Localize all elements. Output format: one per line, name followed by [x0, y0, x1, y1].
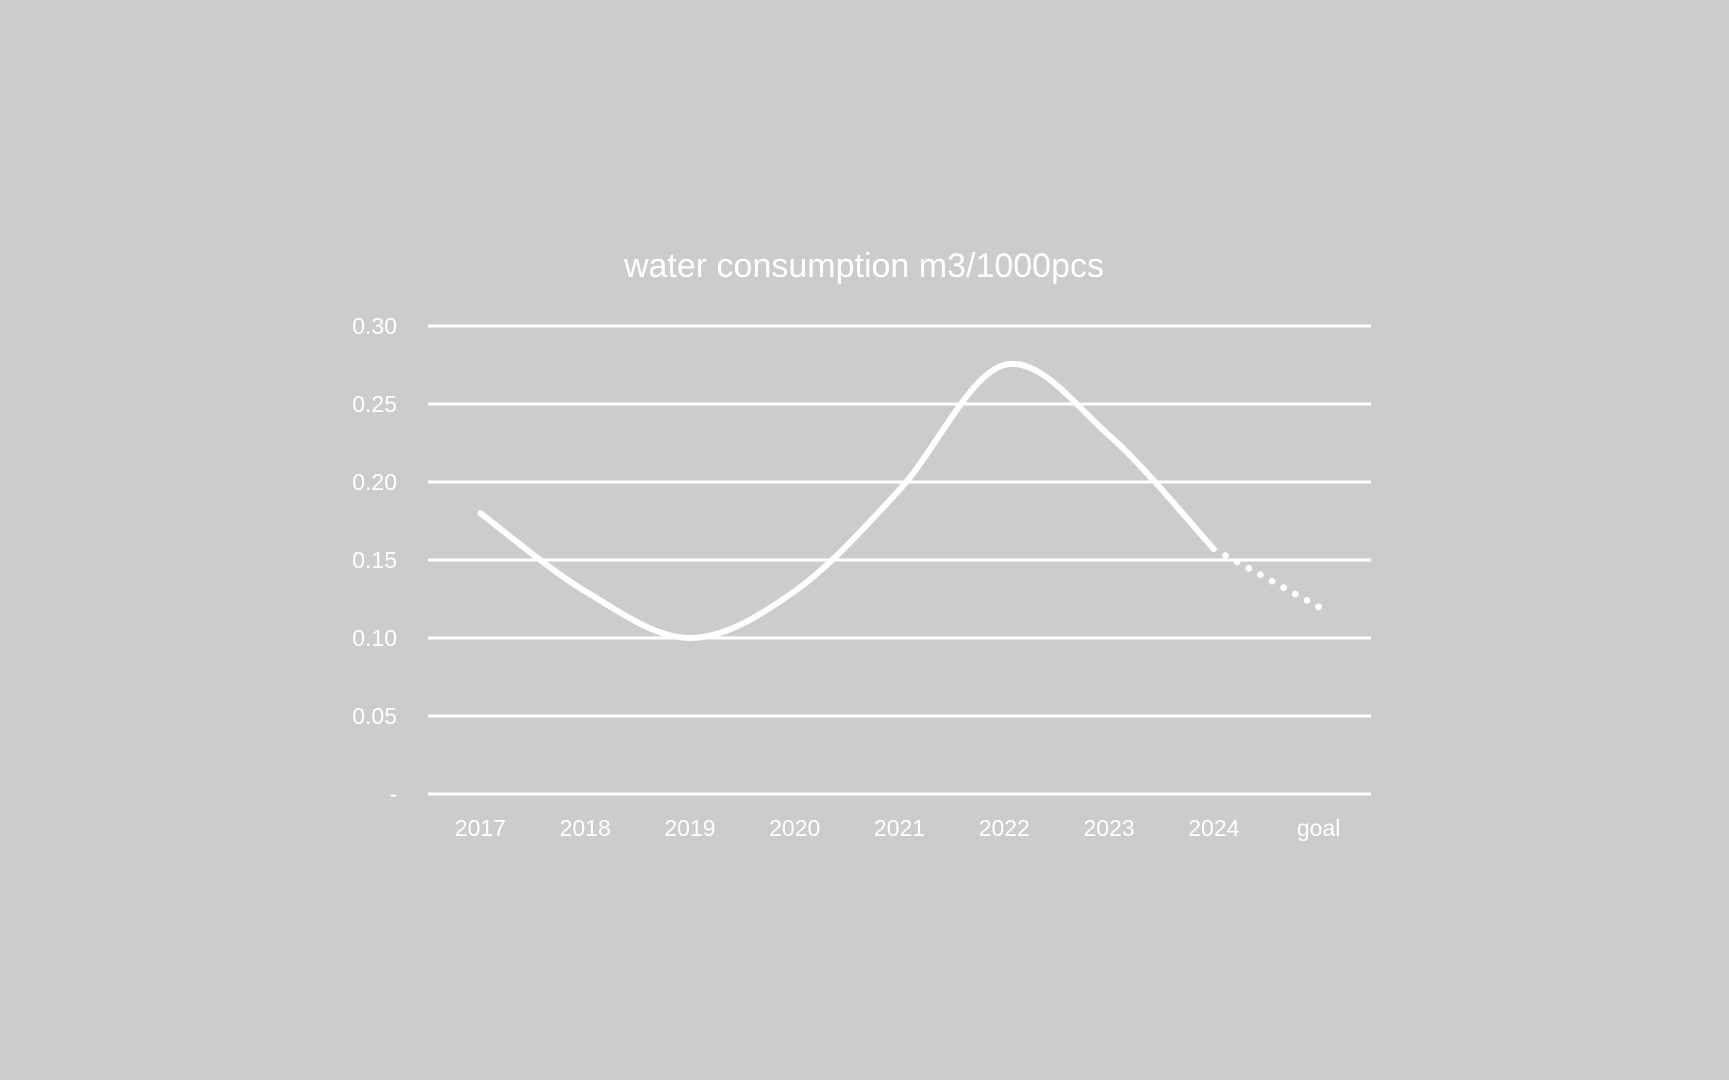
x-tick-label: 2022 — [979, 815, 1030, 841]
grid-lines — [428, 324, 1371, 796]
y-axis-tick-labels: - 0.05 0.10 0.15 0.20 0.25 0.30 — [352, 313, 397, 807]
x-tick-label: goal — [1297, 815, 1340, 841]
x-axis-tick-labels: 2017 2018 2019 2020 2021 2022 2023 2024 goal — [455, 815, 1341, 841]
y-tick-label: 0.30 — [352, 313, 397, 339]
series-layer — [477, 360, 1323, 641]
projection-dot — [1233, 558, 1241, 566]
chart-title: water consumption m3/1000pcs — [623, 247, 1104, 285]
series-line — [477, 360, 1217, 641]
projection-dot — [1257, 571, 1264, 579]
x-tick-label: 2018 — [560, 815, 611, 841]
projection-dot — [1291, 590, 1299, 598]
x-tick-label: 2024 — [1188, 815, 1239, 841]
y-tick-label: 0.25 — [352, 391, 397, 417]
projection-dot — [1222, 552, 1229, 559]
x-tick-label: 2017 — [455, 815, 506, 841]
projection-dot — [1303, 596, 1311, 604]
y-tick-label: 0.10 — [352, 625, 397, 651]
x-tick-label: 2019 — [664, 815, 715, 841]
y-tick-label: 0.15 — [352, 547, 397, 573]
x-tick-label: 2023 — [1083, 815, 1134, 841]
projection-dot — [1280, 584, 1288, 591]
projection-dot — [1245, 564, 1253, 572]
projection-dot — [1268, 577, 1276, 585]
y-tick-label: - — [389, 781, 397, 807]
y-tick-label: 0.05 — [352, 703, 397, 729]
projection-dot — [1315, 603, 1323, 611]
y-tick-label: 0.20 — [352, 469, 397, 495]
x-tick-label: 2021 — [874, 815, 925, 841]
x-tick-label: 2020 — [769, 815, 820, 841]
